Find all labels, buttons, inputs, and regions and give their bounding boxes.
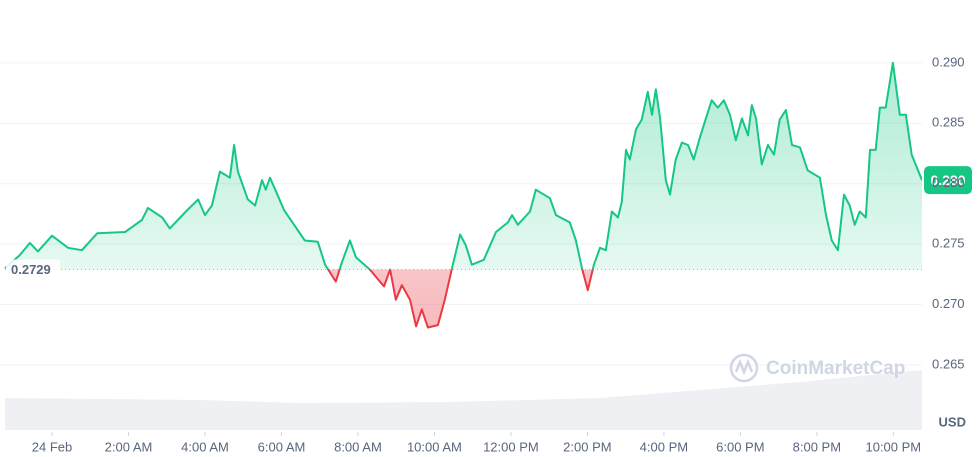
x-tick-label: 6:00 PM [716,439,764,454]
currency-label: USD [939,414,966,429]
x-tick-label: 8:00 PM [793,439,841,454]
y-tick-label: 0.275 [932,236,965,251]
current-price-marker [924,166,972,195]
y-tick-label: 0.280 [932,175,965,190]
baseline-label: 0.2729 [11,262,51,277]
x-tick-label: 10:00 AM [407,439,462,454]
x-tick-label: 12:00 PM [483,439,539,454]
watermark-text: CoinMarketCap [766,358,905,379]
price-line-up [4,61,922,270]
x-tick-label: 4:00 AM [181,439,229,454]
volume-band [5,370,922,430]
area-up [5,62,922,270]
current-price-label: 0.280 [930,172,965,188]
y-tick-label: 0.285 [932,115,965,130]
y-tick-label: 0.265 [932,356,965,371]
y-tick-label: 0.290 [932,54,965,69]
watermark: CoinMarketCap [729,353,905,383]
x-tick-label: 10:00 PM [865,439,921,454]
y-tick-label: 0.270 [932,296,965,311]
area-down [328,269,593,328]
x-tick-label: 2:00 AM [105,439,153,454]
x-tick-label: 8:00 AM [334,439,382,454]
x-tick-label: 6:00 AM [258,439,306,454]
x-tick-label: 4:00 PM [640,439,688,454]
baseline-label-bg [6,259,60,280]
x-tick-label: 24 Feb [32,439,72,454]
x-tick-label: 2:00 PM [563,439,611,454]
